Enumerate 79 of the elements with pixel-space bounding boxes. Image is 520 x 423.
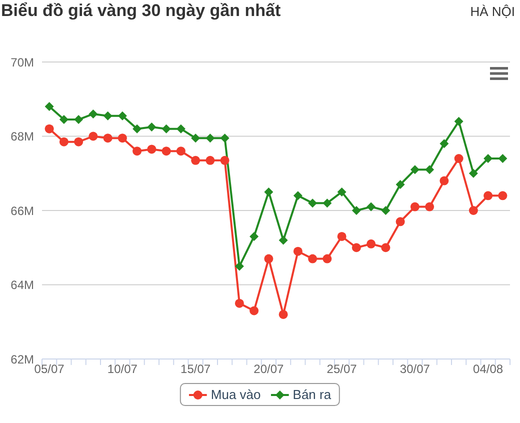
point (191, 134, 200, 143)
x-tick-label: 25/07 (326, 362, 358, 376)
point (308, 254, 318, 264)
point (147, 122, 156, 132)
point (59, 137, 68, 146)
point (396, 180, 405, 190)
point (162, 146, 171, 156)
point (410, 202, 420, 212)
point (118, 111, 127, 120)
point (425, 202, 434, 212)
point (132, 124, 142, 134)
point (454, 116, 464, 126)
point (425, 165, 434, 174)
point (59, 115, 68, 124)
point (352, 243, 361, 252)
point (278, 310, 288, 319)
point (118, 134, 127, 143)
y-tick-label: 68M (10, 130, 34, 144)
point (103, 134, 112, 143)
point (337, 232, 346, 241)
point (410, 165, 420, 174)
point (352, 206, 361, 215)
point (440, 176, 449, 186)
x-tick-label: 10/07 (107, 362, 138, 376)
x-tick-label: 05/07 (34, 362, 65, 376)
point (250, 232, 259, 241)
point (103, 111, 112, 120)
point (278, 236, 288, 245)
point (162, 124, 171, 134)
point (88, 132, 98, 141)
point (440, 139, 449, 148)
point (322, 198, 332, 208)
point (206, 134, 215, 143)
point (74, 137, 84, 146)
y-tick-label: 64M (10, 278, 34, 292)
chart-subtitle: HÀ NỘI (470, 3, 515, 21)
point (264, 254, 274, 264)
point (484, 191, 493, 200)
point (88, 109, 98, 118)
point (44, 102, 54, 112)
point (206, 156, 215, 165)
point (381, 243, 390, 252)
point (44, 124, 54, 134)
point (132, 146, 142, 156)
point (220, 156, 230, 165)
point (147, 144, 156, 154)
point (264, 187, 274, 196)
legend-label: Mua vào (210, 387, 261, 402)
x-tick-label: 20/07 (254, 362, 284, 376)
point (250, 306, 259, 316)
point (191, 156, 200, 165)
point (176, 146, 186, 156)
point (468, 206, 478, 215)
point (498, 154, 508, 164)
point (366, 202, 376, 212)
point (366, 239, 376, 248)
point (308, 198, 318, 208)
point (322, 254, 332, 264)
point (381, 206, 390, 215)
legend-label: Bán ra (292, 387, 332, 402)
point (176, 124, 186, 134)
x-tick-label: 15/07 (180, 362, 211, 376)
x-tick-label: 30/07 (400, 362, 430, 376)
y-tick-label: 66M (10, 204, 34, 218)
y-tick-label: 62M (10, 352, 34, 366)
point (234, 298, 244, 308)
x-tick-label: 04/08 (473, 362, 504, 376)
point (220, 134, 230, 143)
y-tick-label: 70M (10, 55, 34, 70)
point (468, 168, 478, 178)
point (74, 115, 84, 124)
point (234, 262, 244, 271)
point (396, 217, 405, 226)
point (498, 191, 508, 200)
point (293, 246, 302, 256)
point (293, 191, 302, 200)
point (454, 154, 464, 164)
chart-title: Biểu đồ giá vàng 30 ngày gần nhất (1, 0, 281, 22)
point (337, 187, 346, 196)
